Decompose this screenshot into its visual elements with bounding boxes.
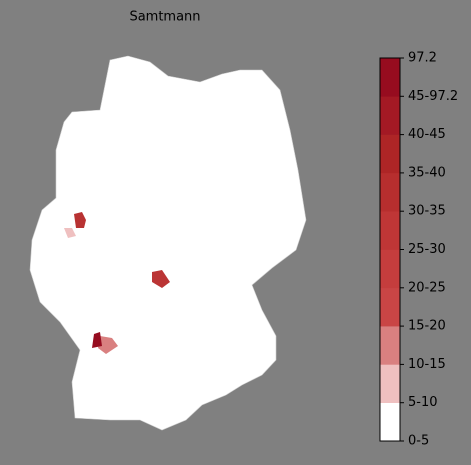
region (152, 270, 170, 288)
map-title: Samtmann (129, 10, 200, 25)
region (92, 332, 102, 348)
colorbar-segment (380, 287, 400, 327)
colorbar-label: 40-45 (408, 127, 446, 142)
colorbar-segment (380, 402, 400, 442)
colorbar-label: 30-35 (408, 204, 446, 219)
country-outline (29, 55, 307, 431)
colorbar-segment (380, 211, 400, 250)
colorbar-segment (380, 326, 400, 365)
colorbar-segment (380, 134, 400, 174)
colorbar-label: 5-10 (408, 395, 438, 410)
region (98, 336, 118, 354)
region (74, 212, 86, 228)
germany-map (29, 55, 307, 431)
colorbar-label: 0-5 (408, 434, 429, 449)
colorbar-label: 35-40 (408, 165, 446, 180)
colorbar-label: 45-97.2 (408, 89, 458, 104)
region (64, 228, 76, 238)
colorbar-label: 25-30 (408, 242, 446, 257)
colorbar-label: 97.2 (408, 51, 437, 66)
colorbar-label: 15-20 (408, 319, 446, 334)
colorbar-label: 20-25 (408, 280, 446, 295)
colorbar-segment (380, 58, 400, 97)
colorbar: 0-5 5-10 10-15 15-20 20-25 25-30 30-35 35-40 40-… (379, 51, 458, 449)
colorbar-segment (380, 172, 400, 212)
colorbar-segment (380, 96, 400, 135)
colorbar-label: 10-15 (408, 357, 446, 372)
colorbar-segment (380, 364, 400, 403)
colorbar-segment (380, 249, 400, 289)
